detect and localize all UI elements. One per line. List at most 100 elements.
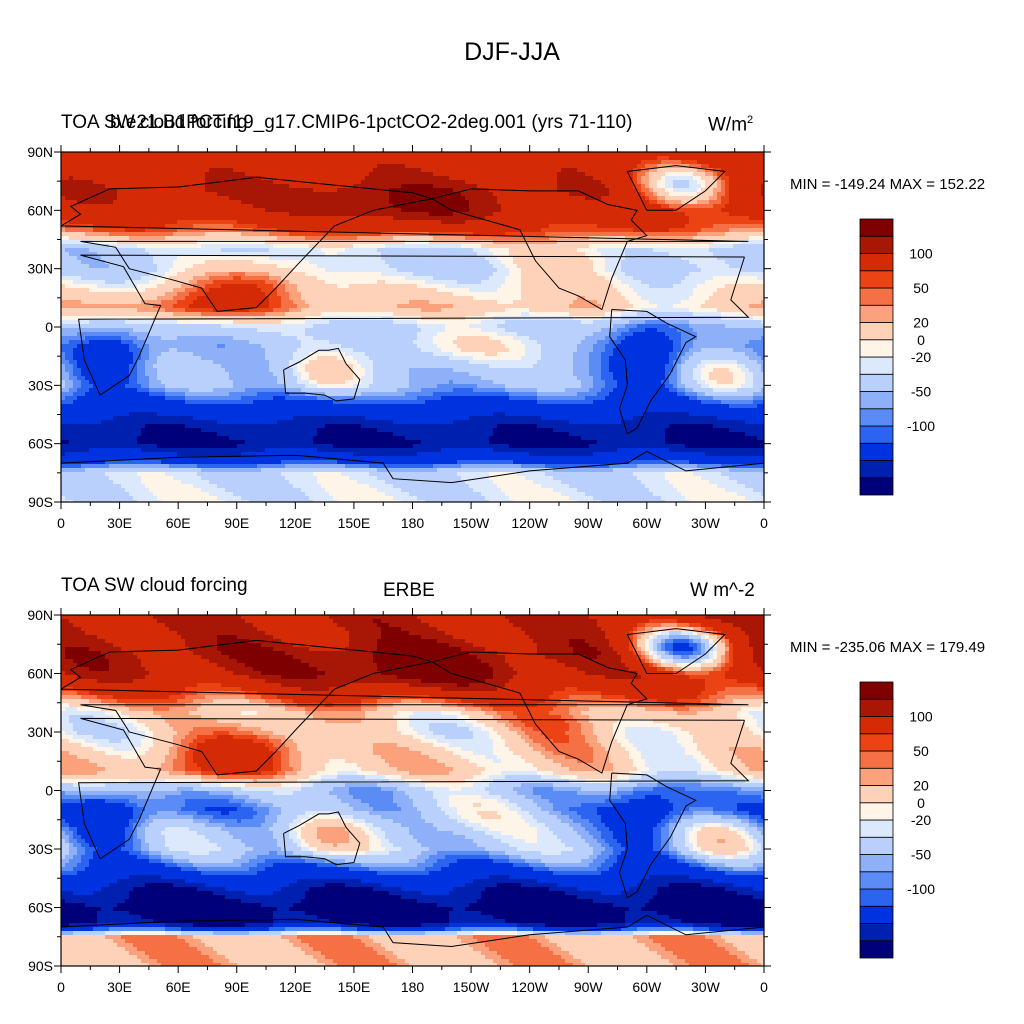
heatmap-cell [333, 176, 338, 181]
heatmap-cell [405, 164, 410, 169]
heatmap-cell [397, 156, 402, 161]
heatmap-cell [133, 172, 138, 177]
heatmap-cell [681, 204, 686, 209]
heatmap-cell [733, 228, 738, 233]
heatmap-cell [381, 152, 386, 157]
heatmap-cell [213, 260, 218, 265]
heatmap-cell [213, 232, 218, 237]
heatmap-cell [209, 236, 214, 241]
heatmap-cell [261, 264, 266, 269]
heatmap-cell [477, 248, 482, 253]
heatmap-cell [713, 228, 718, 233]
heatmap-cell [377, 192, 382, 197]
heatmap-cell [417, 224, 422, 229]
heatmap-cell [149, 172, 154, 177]
heatmap-cell [245, 160, 250, 165]
heatmap-cell [701, 176, 706, 181]
heatmap-cell [705, 160, 710, 165]
heatmap-cell [541, 196, 546, 201]
heatmap-cell [645, 228, 650, 233]
heatmap-cell [257, 236, 262, 241]
heatmap-cell [553, 220, 558, 225]
heatmap-cell [537, 168, 542, 173]
heatmap-cell [373, 212, 378, 217]
heatmap-cell [341, 208, 346, 213]
heatmap-cell [485, 220, 490, 225]
heatmap-cell [701, 240, 706, 245]
heatmap-cell [665, 180, 670, 185]
heatmap-cell [673, 216, 678, 221]
heatmap-cell [409, 256, 414, 261]
heatmap-cell [153, 252, 158, 257]
heatmap-cell [637, 200, 642, 205]
heatmap-cell [201, 164, 206, 169]
heatmap-cell [425, 192, 430, 197]
heatmap-cell [561, 188, 566, 193]
heatmap-cell [217, 256, 222, 261]
heatmap-cell [505, 172, 510, 177]
heatmap-cell [565, 248, 570, 253]
heatmap-cell [201, 216, 206, 221]
heatmap-cell [385, 180, 390, 185]
heatmap-cell [601, 168, 606, 173]
heatmap-cell [193, 264, 198, 269]
heatmap-cell [513, 172, 518, 177]
heatmap-cell [341, 224, 346, 229]
heatmap-cell [165, 228, 170, 233]
heatmap-cell [205, 204, 210, 209]
heatmap-cell [513, 260, 518, 265]
heatmap-cell [77, 196, 82, 201]
heatmap-cell [653, 152, 658, 157]
heatmap-cell [381, 248, 386, 253]
heatmap-cell [369, 192, 374, 197]
heatmap-cell [461, 184, 466, 189]
heatmap-cell [289, 244, 294, 249]
heatmap-cell [485, 252, 490, 257]
heatmap-cell [157, 260, 162, 265]
heatmap-cell [177, 248, 182, 253]
heatmap-cell [681, 156, 686, 161]
heatmap-cell [357, 236, 362, 241]
heatmap-cell [361, 184, 366, 189]
heatmap-cell [425, 176, 430, 181]
heatmap-cell [485, 196, 490, 201]
heatmap-cell [633, 204, 638, 209]
heatmap-cell [313, 160, 318, 165]
heatmap-cell [61, 248, 66, 253]
heatmap-cell [741, 160, 746, 165]
heatmap-cell [221, 172, 226, 177]
heatmap-cell [401, 228, 406, 233]
heatmap-cell [177, 196, 182, 201]
heatmap-cell [641, 212, 646, 217]
heatmap-cell [485, 236, 490, 241]
heatmap-cell [145, 228, 150, 233]
heatmap-cell [697, 244, 702, 249]
heatmap-cell [589, 244, 594, 249]
heatmap-cell [693, 240, 698, 245]
heatmap-cell [301, 212, 306, 217]
heatmap-cell [477, 164, 482, 169]
heatmap-cell [517, 236, 522, 241]
heatmap-cell [533, 156, 538, 161]
heatmap-cell [249, 260, 254, 265]
heatmap-cell [593, 164, 598, 169]
heatmap-cell [289, 152, 294, 157]
heatmap-cell [197, 156, 202, 161]
heatmap-cell [169, 236, 174, 241]
heatmap-cell [65, 168, 70, 173]
heatmap-cell [421, 260, 426, 265]
heatmap-cell [585, 252, 590, 257]
heatmap-cell [565, 184, 570, 189]
heatmap-cell [101, 224, 106, 229]
heatmap-cell [541, 164, 546, 169]
heatmap-cell [513, 180, 518, 185]
heatmap-cell [601, 240, 606, 245]
heatmap-cell [305, 188, 310, 193]
heatmap-cell [153, 180, 158, 185]
heatmap-cell [725, 152, 730, 157]
heatmap-cell [197, 184, 202, 189]
heatmap-cell [409, 224, 414, 229]
heatmap-cell [361, 260, 366, 265]
heatmap-cell [685, 188, 690, 193]
heatmap-cell [373, 192, 378, 197]
